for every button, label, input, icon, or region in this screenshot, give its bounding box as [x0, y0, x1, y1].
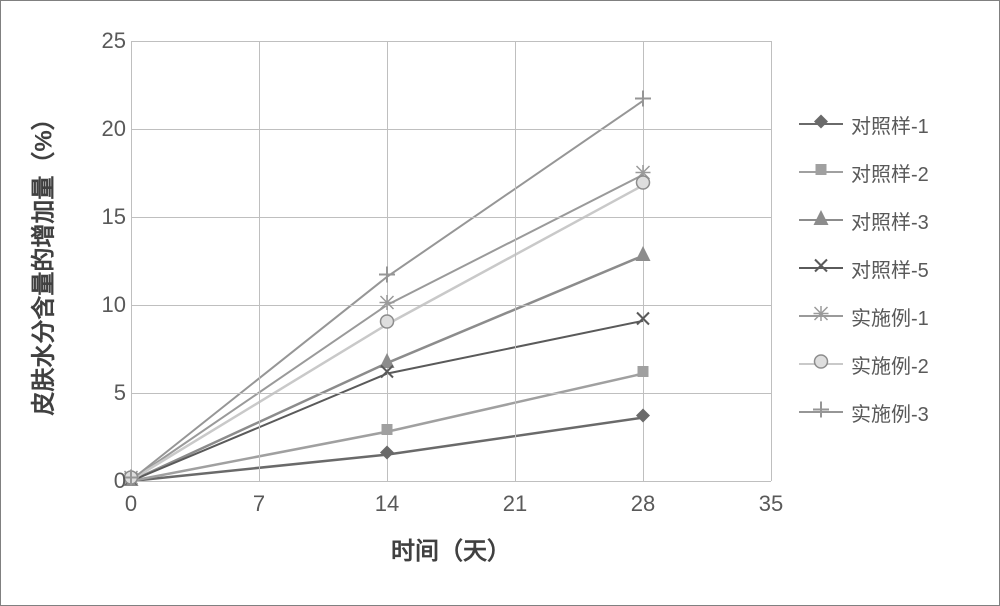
legend-swatch [799, 162, 843, 182]
data-marker [380, 314, 395, 334]
legend-swatch [799, 258, 843, 278]
x-axis-title: 时间（天） [131, 531, 771, 566]
data-marker [379, 266, 395, 287]
legend-label: 对照样-3 [851, 206, 929, 235]
gridline-h [131, 393, 771, 394]
data-marker [635, 90, 651, 111]
legend-label: 对照样-5 [851, 254, 929, 283]
data-marker [636, 246, 651, 266]
legend-swatch [799, 210, 843, 230]
gridline-h [131, 305, 771, 306]
legend-item: 对照样-5 [799, 255, 969, 281]
gridline-h [131, 217, 771, 218]
data-marker [380, 364, 394, 383]
legend-swatch [799, 114, 843, 134]
data-marker [636, 311, 650, 330]
legend-item: 对照样-1 [799, 111, 969, 137]
data-marker [380, 445, 394, 464]
gridline-v [259, 41, 260, 481]
x-tick-label: 14 [375, 491, 399, 517]
data-marker [636, 175, 651, 195]
gridline-v [131, 41, 132, 481]
legend-label: 对照样-2 [851, 158, 929, 187]
legend-label: 实施例-2 [851, 350, 929, 379]
y-tick-label: 10 [96, 292, 126, 318]
legend: 对照样-1 对照样-2 对照样-3 对照样-5 实施例-1 实施例-2 实施例-3 [799, 111, 969, 447]
gridline-v [771, 41, 772, 481]
data-marker [636, 408, 650, 427]
y-tick-label: 15 [96, 204, 126, 230]
data-marker [380, 295, 395, 315]
chart-container: 皮肤水分含量的增加量（%） 时间（天） 对照样-1 对照样-2 对照样-3 对照样-5… [0, 0, 1000, 606]
y-tick-label: 20 [96, 116, 126, 142]
gridline-v [387, 41, 388, 481]
plot-area [131, 41, 771, 481]
legend-swatch [799, 402, 843, 422]
y-tick-label: 0 [96, 468, 126, 494]
y-tick-label: 25 [96, 28, 126, 54]
gridline-h [131, 129, 771, 130]
y-axis-title: 皮肤水分含量的增加量（%） [24, 106, 59, 415]
data-marker [637, 365, 650, 383]
chart-lines [131, 41, 771, 481]
legend-item: 实施例-3 [799, 399, 969, 425]
legend-item: 对照样-2 [799, 159, 969, 185]
gridline-h [131, 41, 771, 42]
legend-label: 实施例-1 [851, 302, 929, 331]
legend-item: 实施例-2 [799, 351, 969, 377]
y-tick-label: 5 [96, 380, 126, 406]
x-tick-label: 0 [125, 491, 137, 517]
x-tick-label: 21 [503, 491, 527, 517]
legend-label: 实施例-3 [851, 398, 929, 427]
x-tick-label: 7 [253, 491, 265, 517]
x-tick-label: 35 [759, 491, 783, 517]
gridline-h [131, 481, 771, 482]
gridline-v [515, 41, 516, 481]
legend-swatch [799, 354, 843, 374]
legend-swatch [799, 306, 843, 326]
data-marker [381, 423, 394, 441]
legend-label: 对照样-1 [851, 110, 929, 139]
x-tick-label: 28 [631, 491, 655, 517]
legend-item: 实施例-1 [799, 303, 969, 329]
legend-item: 对照样-3 [799, 207, 969, 233]
